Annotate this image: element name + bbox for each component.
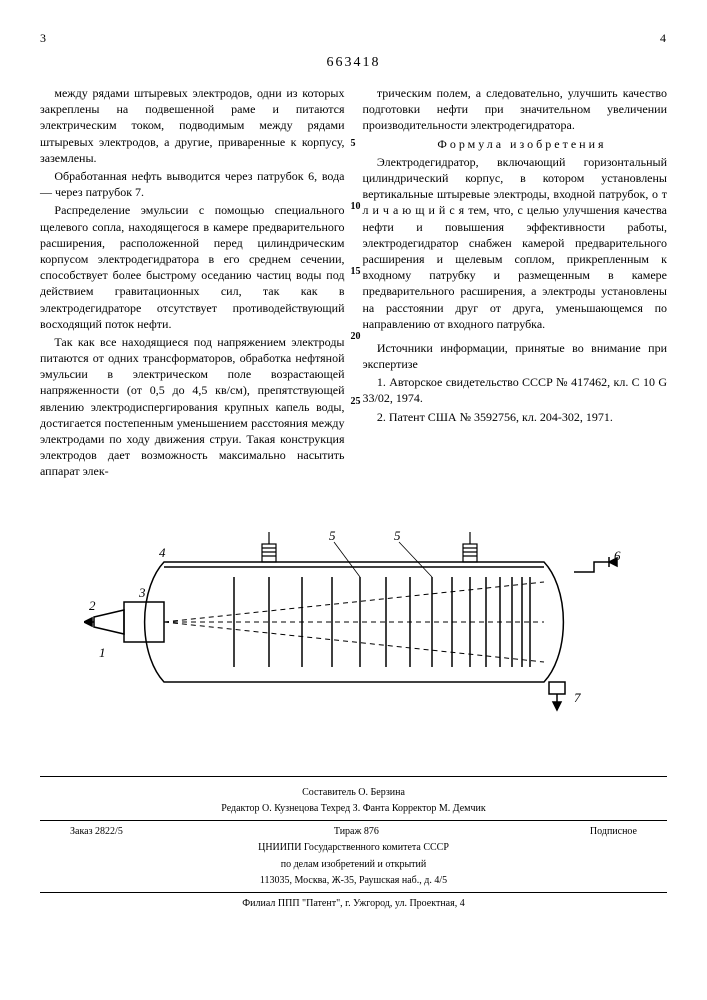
fig-label-5a: 5 [329,528,336,543]
fig-label-5b: 5 [394,528,401,543]
para: Так как все находящиеся под напряжением … [40,334,345,480]
tirazh: Тираж 876 [334,825,379,839]
sources-heading: Источники информации, принятые во вниман… [363,340,668,372]
fig-label-2: 2 [89,598,96,613]
para: Распределение эмульсии с помощью специал… [40,202,345,332]
colophon: Составитель О. Берзина Редактор О. Кузне… [40,776,667,911]
para: Обработанная нефть выводится через патру… [40,168,345,200]
compiler: Составитель О. Берзина [40,786,667,800]
column-right: 5 10 15 20 25 трическим полем, а следова… [363,85,668,482]
source-item: 1. Авторское свидетельство СССР № 417462… [363,374,668,406]
fig-label-4: 4 [159,545,166,560]
org2: по делам изобретений и открытий [40,858,667,872]
line-num: 10 [351,200,361,214]
column-left: между рядами штыревых электродов, одни и… [40,85,345,482]
addr2: Филиал ППП "Патент", г. Ужгород, ул. Про… [40,897,667,911]
fig-label-6: 6 [614,548,621,563]
fig-label-7: 7 [574,690,581,705]
line-num: 20 [351,330,361,344]
order: Заказ 2822/5 [70,825,123,839]
page-left: 3 [40,30,47,46]
text-columns: между рядами штыревых электродов, одни и… [40,85,667,482]
addr1: 113035, Москва, Ж-35, Раушская наб., д. … [40,874,667,888]
sub: Подписное [590,825,637,839]
page-right: 4 [660,30,667,46]
org1: ЦНИИПИ Государственного комитета СССР [40,841,667,855]
line-num: 5 [351,137,356,151]
para: трическим полем, а следовательно, улучши… [363,85,668,134]
fig-label-3: 3 [138,585,146,600]
fig-label-1: 1 [99,645,106,660]
para: между рядами штыревых электродов, одни и… [40,85,345,166]
para: Электродегидратор, включающий горизонтал… [363,154,668,332]
figure: 1 2 3 4 5 5 6 7 [40,502,667,726]
source-item: 2. Патент США № 3592756, кл. 204-302, 19… [363,409,668,425]
line-num: 25 [351,395,361,409]
formula-heading: Формула изобретения [363,136,668,152]
document-number: 663418 [40,54,667,73]
editors: Редактор О. Кузнецова Техред З. Фанта Ко… [40,802,667,816]
line-num: 15 [351,265,361,279]
diagram-svg: 1 2 3 4 5 5 6 7 [84,502,624,722]
